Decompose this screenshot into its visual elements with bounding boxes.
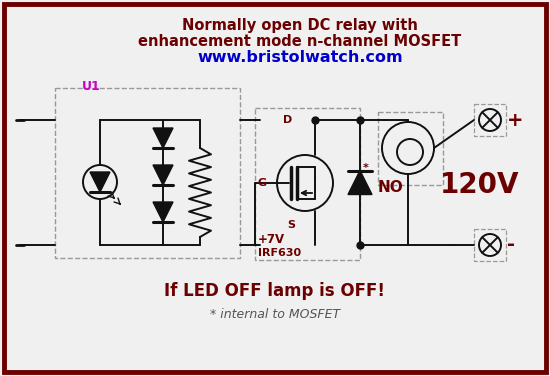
Text: enhancement mode n-channel MOSFET: enhancement mode n-channel MOSFET [139, 34, 461, 49]
Text: 120V: 120V [440, 171, 520, 199]
Bar [474, 104, 506, 136]
Polygon shape [153, 202, 173, 222]
Bar [55, 88, 240, 258]
Text: *: * [363, 162, 369, 173]
Bar [378, 112, 443, 185]
Polygon shape [348, 170, 372, 194]
Text: -: - [507, 235, 515, 255]
Text: If LED OFF lamp is OFF!: If LED OFF lamp is OFF! [164, 282, 386, 300]
Text: * internal to MOSFET: * internal to MOSFET [210, 308, 340, 321]
Bar [474, 229, 506, 261]
Text: Normally open DC relay with: Normally open DC relay with [182, 18, 418, 33]
Bar [255, 108, 360, 260]
Text: IRF630: IRF630 [258, 248, 301, 258]
Polygon shape [90, 172, 110, 192]
Text: +: + [507, 111, 524, 129]
Text: D: D [283, 115, 292, 125]
Text: U1: U1 [82, 80, 101, 93]
Text: G: G [258, 178, 267, 188]
Polygon shape [153, 128, 173, 148]
Polygon shape [153, 165, 173, 185]
Text: +7V: +7V [258, 233, 285, 246]
Text: NO: NO [378, 180, 404, 195]
Text: S: S [287, 220, 295, 230]
Text: www.bristolwatch.com: www.bristolwatch.com [197, 50, 403, 65]
